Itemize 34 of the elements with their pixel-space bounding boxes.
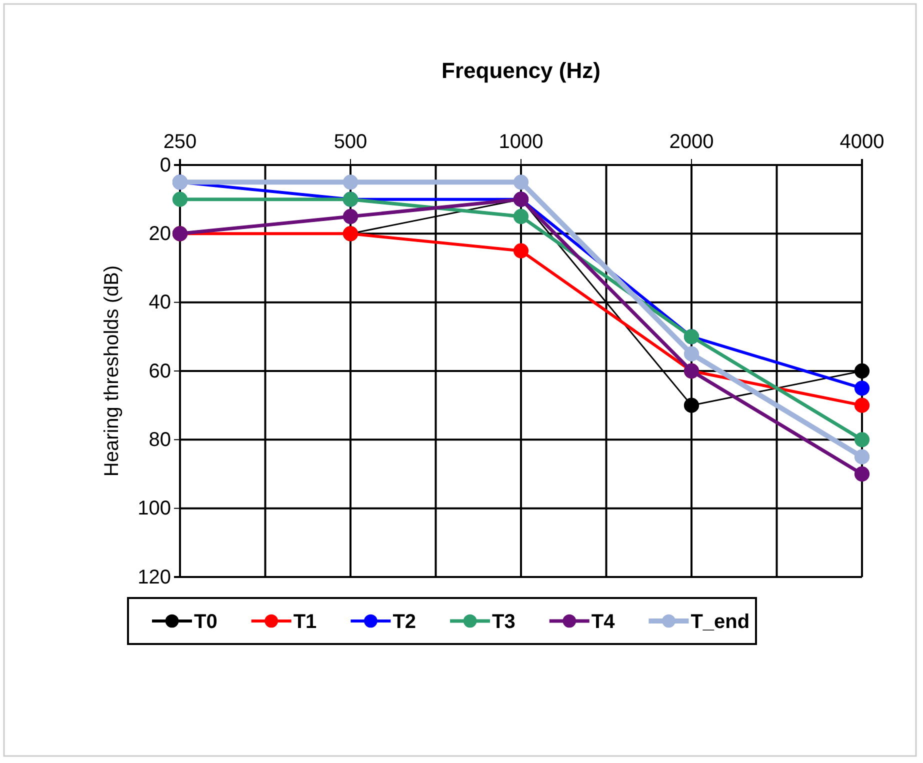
point — [854, 432, 870, 448]
x-tick-label: 500 — [334, 131, 368, 153]
y-tick-label: 100 — [138, 498, 171, 520]
y-tick-label: 40 — [148, 292, 171, 314]
legend-label: T2 — [392, 611, 416, 633]
point — [513, 208, 529, 224]
point — [172, 192, 188, 207]
point — [854, 380, 870, 396]
legend-label: T0 — [194, 611, 218, 633]
point — [513, 243, 529, 258]
point — [854, 466, 870, 482]
point — [854, 398, 870, 413]
y-axis-title: Hearing thresholds (dB) — [101, 265, 123, 477]
legend-label: T4 — [591, 611, 616, 633]
y-tick-label: 120 — [138, 566, 171, 588]
legend-label: T3 — [492, 611, 516, 633]
point — [854, 363, 870, 379]
x-tick-label: 1000 — [498, 131, 544, 153]
point — [513, 174, 529, 190]
point — [854, 449, 870, 464]
point — [342, 208, 358, 224]
y-tick-label: 80 — [148, 429, 171, 452]
y-tick-label: 0 — [160, 154, 171, 176]
point — [684, 398, 700, 413]
x-tick-label: 250 — [163, 131, 197, 153]
x-axis-title: Frequency (Hz) — [442, 58, 600, 83]
point — [684, 346, 700, 362]
x-tick-label: 4000 — [840, 131, 884, 153]
legend-label: T_end — [690, 611, 750, 633]
y-tick-label: 20 — [148, 223, 171, 246]
point — [342, 174, 358, 190]
legend-label: T1 — [293, 611, 317, 633]
y-tick-label: 60 — [148, 360, 171, 382]
x-tick-label: 2000 — [669, 131, 714, 153]
